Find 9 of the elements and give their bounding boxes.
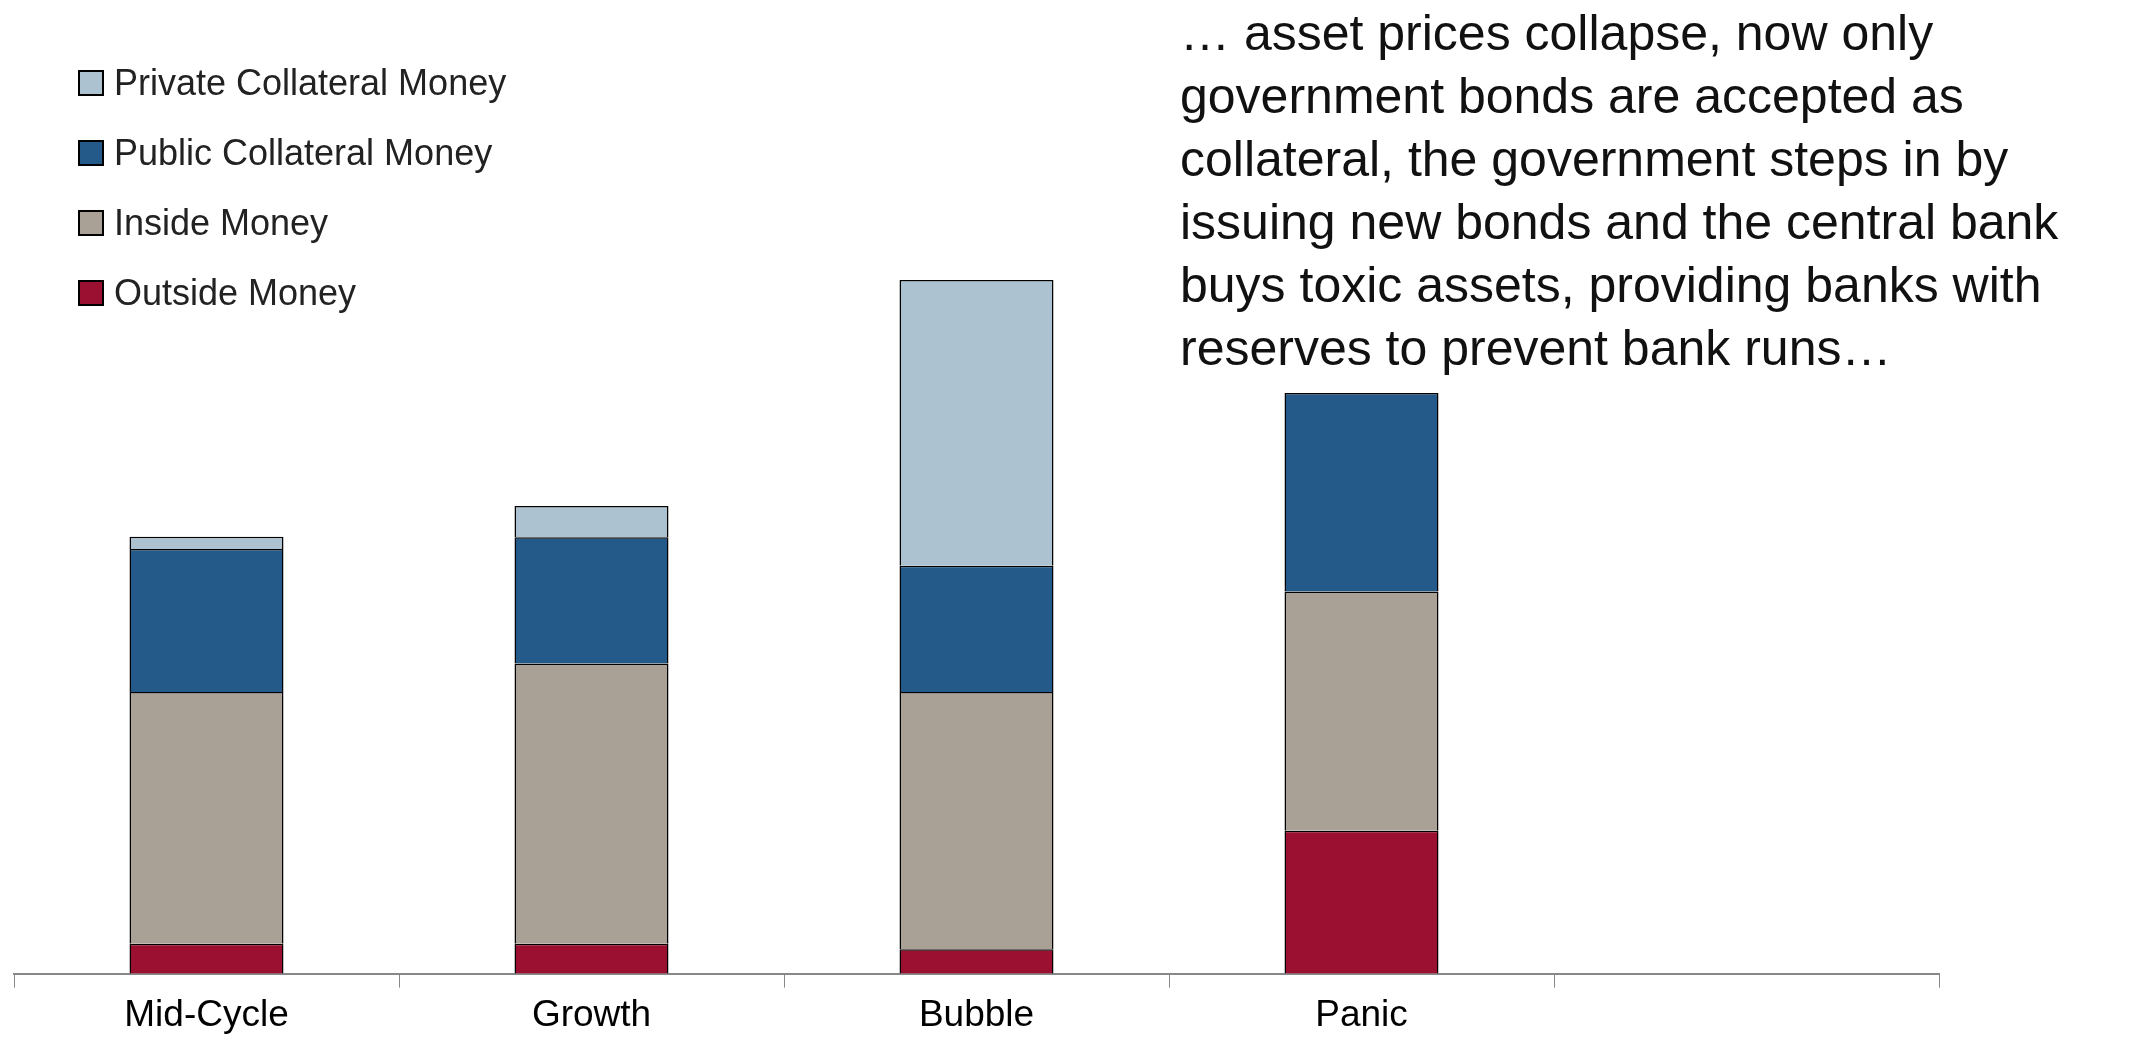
x-tick-label: Mid-Cycle [124,993,289,1034]
legend-label: Inside Money [113,201,330,245]
x-tick-label: Growth [531,993,652,1034]
annotation: … asset prices collapse, now only government bonds are accepted as collateral, the government steps in by issuing new bonds and the central bank buys toxic assets, providing banks with reserves to prevent bank runs… [1180,4,2060,378]
legend-label: Private Collateral Money [113,61,507,105]
x-tick-label: Panic [1315,993,1408,1034]
legend-label: Public Collateral Money [113,131,494,175]
legend-label: Outside Money [113,271,358,315]
x-tick-label: Bubble [918,993,1035,1034]
